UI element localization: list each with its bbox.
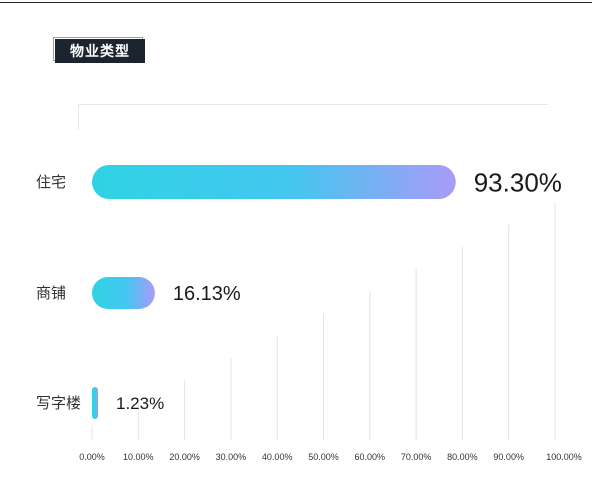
x-tick-label: 100.00% bbox=[546, 452, 582, 462]
x-tick-label: 70.00% bbox=[401, 452, 432, 462]
bar bbox=[92, 277, 155, 309]
x-tick-label: 0.00% bbox=[79, 452, 105, 462]
grid-lines bbox=[91, 202, 556, 440]
x-tick-label: 90.00% bbox=[493, 452, 524, 462]
x-tick-label: 80.00% bbox=[447, 452, 478, 462]
category-label: 住宅 bbox=[36, 174, 66, 191]
x-tick-label: 40.00% bbox=[262, 452, 293, 462]
x-tick-label: 30.00% bbox=[216, 452, 247, 462]
bars bbox=[92, 165, 456, 419]
x-tick-label: 20.00% bbox=[169, 452, 200, 462]
category-label: 写字楼 bbox=[36, 395, 81, 412]
value-label: 1.23% bbox=[116, 394, 164, 413]
x-axis-ticks: 0.00% 10.00% 20.00% 30.00% 40.00% 50.00% 60.00… bbox=[79, 452, 582, 462]
x-tick-label: 10.00% bbox=[123, 452, 154, 462]
x-tick-label: 50.00% bbox=[308, 452, 339, 462]
value-label: 93.30% bbox=[474, 167, 562, 197]
x-tick-label: 60.00% bbox=[355, 452, 386, 462]
chart-frame-left bbox=[78, 104, 79, 130]
section-title: 物业类型 bbox=[53, 37, 147, 65]
value-label: 16.13% bbox=[173, 283, 241, 305]
chart-frame-top bbox=[78, 104, 548, 105]
category-label: 商铺 bbox=[36, 285, 66, 302]
top-rule bbox=[0, 2, 592, 3]
labels: 住宅 93.30% 商铺 16.13% 写字楼 1.23% bbox=[36, 167, 562, 413]
bar bbox=[92, 165, 456, 199]
bar bbox=[92, 387, 98, 419]
title-text: 物业类型 bbox=[55, 39, 145, 63]
